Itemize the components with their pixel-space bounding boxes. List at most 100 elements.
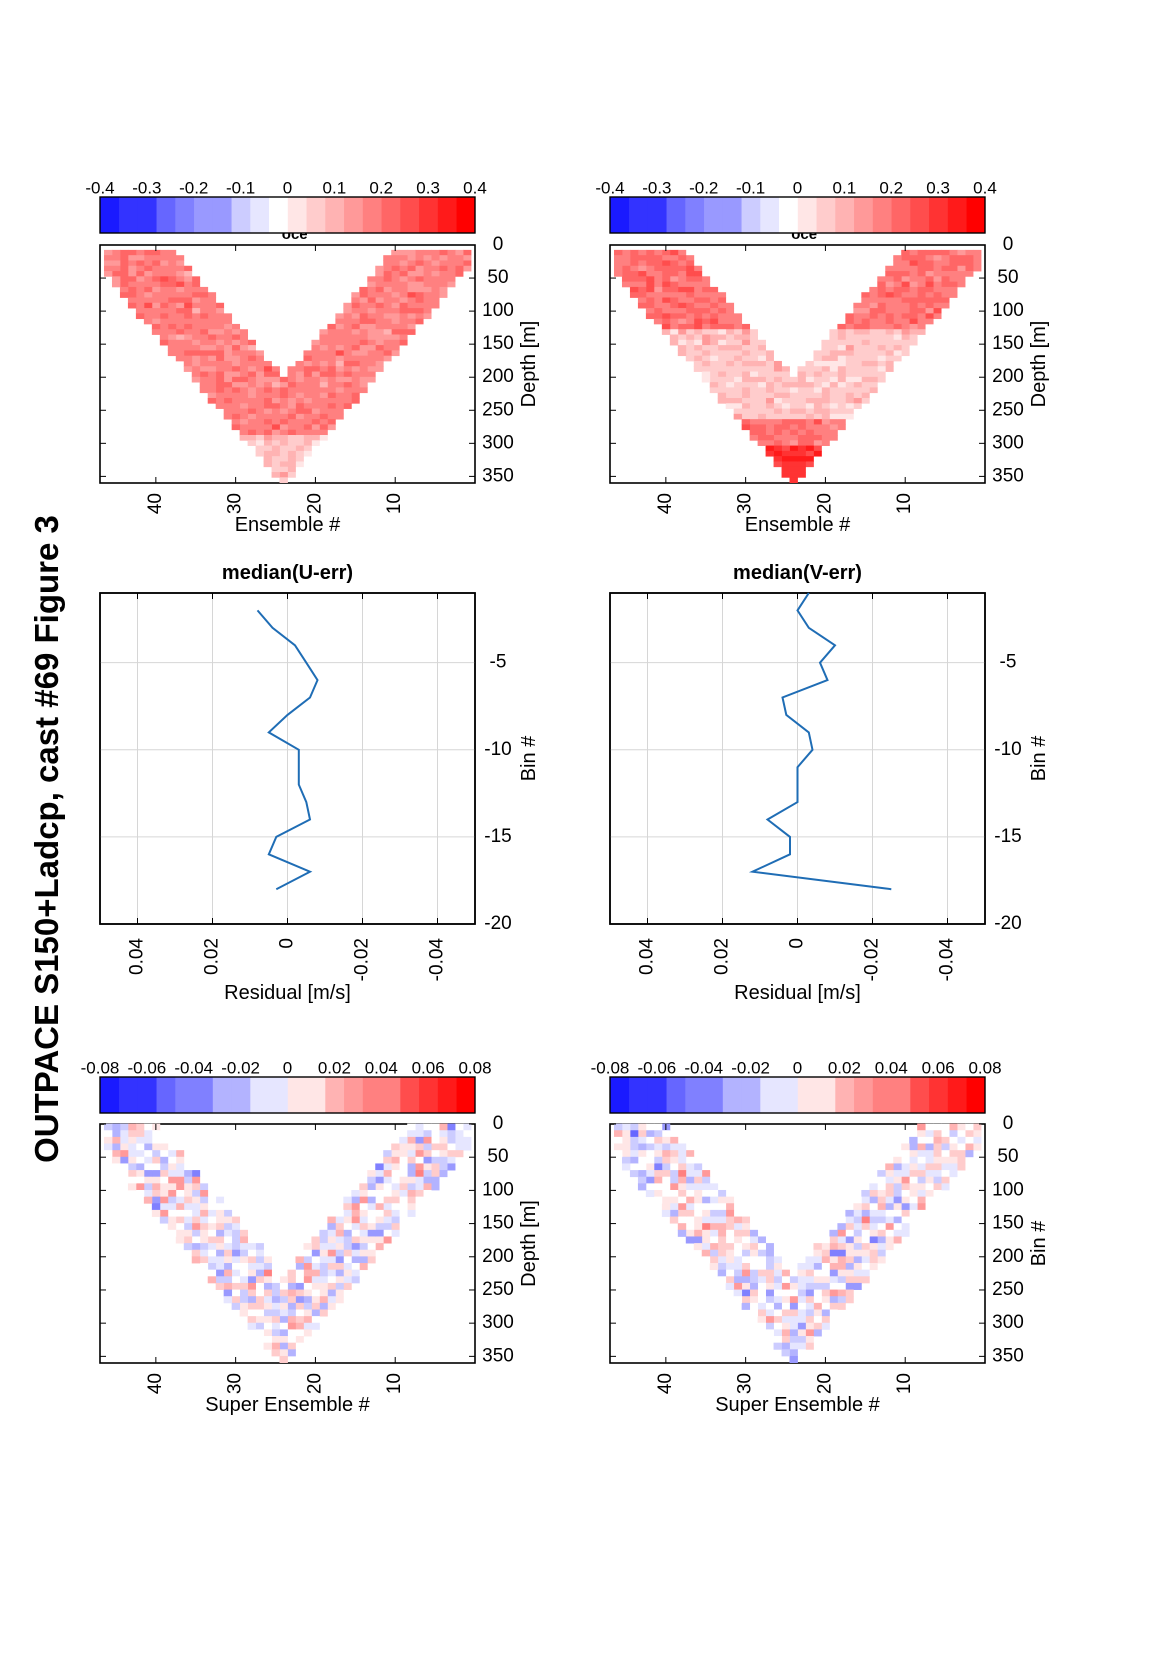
heatmap-cell xyxy=(869,1203,878,1211)
heatmap-cell xyxy=(837,397,846,404)
heatmap-cell xyxy=(279,1309,288,1317)
heatmap-cell xyxy=(375,265,384,272)
heatmap-cell xyxy=(143,1156,153,1164)
heatmap-cell xyxy=(845,1263,854,1271)
heatmap-cell xyxy=(199,1229,209,1237)
heatmap-cell xyxy=(303,1329,312,1337)
heatmap-cell xyxy=(159,308,169,314)
heatmap-cell xyxy=(199,1189,209,1198)
heatmap-cell xyxy=(287,382,296,388)
heatmap-cell xyxy=(263,450,272,457)
colorbar-swatch xyxy=(137,1077,157,1113)
heatmap-cell xyxy=(215,318,225,325)
heatmap-cell xyxy=(287,366,296,372)
heatmap-cell xyxy=(159,1183,169,1191)
u-oce-colorbar-tick-label: -0.3 xyxy=(132,178,161,197)
heatmap-cell xyxy=(295,456,304,462)
heatmap-cell xyxy=(733,318,743,325)
heatmap-cell xyxy=(247,371,256,378)
heatmap-cell xyxy=(941,1176,950,1184)
heatmap-cell xyxy=(773,360,782,367)
heatmap-cell xyxy=(677,1176,687,1184)
heatmap-cell xyxy=(693,360,703,367)
heatmap-cell xyxy=(183,1170,193,1178)
heatmap-cell xyxy=(861,318,870,325)
heatmap-cell xyxy=(957,1150,966,1158)
heatmap-cell xyxy=(415,1189,424,1198)
heatmap-cell xyxy=(383,1209,392,1217)
heatmap-cell xyxy=(973,265,982,272)
heatmap-cell xyxy=(311,366,320,372)
heatmap-cell xyxy=(765,382,774,388)
heatmap-cell xyxy=(375,1176,384,1184)
heatmap-cell xyxy=(279,1349,288,1357)
heatmap-cell xyxy=(749,419,759,425)
heatmap-cell xyxy=(111,1123,121,1131)
heatmap-cell xyxy=(805,376,814,383)
u-oce-ylabel: Depth [m] xyxy=(518,321,540,408)
heatmap-cell xyxy=(957,260,966,267)
heatmap-cell xyxy=(653,1189,663,1198)
heatmap-cell xyxy=(685,1223,695,1231)
heatmap-cell xyxy=(223,355,233,362)
heatmap-cell xyxy=(821,408,830,415)
heatmap-cell xyxy=(629,1163,639,1171)
heatmap-cell xyxy=(183,345,193,351)
heatmap-cell xyxy=(717,345,727,351)
heatmap-cell xyxy=(661,255,671,261)
heatmap-cell xyxy=(239,382,249,388)
heatmap-cell xyxy=(207,397,217,404)
heatmap-cell xyxy=(701,1189,711,1198)
heatmap-cell xyxy=(789,1309,798,1317)
heatmap-cell xyxy=(709,308,719,314)
heatmap-cell xyxy=(359,323,368,330)
heatmap-cell xyxy=(765,1296,774,1304)
heatmap-cell xyxy=(941,271,950,277)
heatmap-cell xyxy=(303,450,312,457)
heatmap-cell xyxy=(669,1216,679,1224)
heatmap-cell xyxy=(391,329,400,335)
heatmap-cell xyxy=(359,329,368,335)
colorbar-swatch xyxy=(910,1077,930,1113)
heatmap-cell xyxy=(191,313,201,320)
heatmap-cell xyxy=(263,397,272,404)
heatmap-cell xyxy=(621,1156,631,1164)
heatmap-cell xyxy=(813,1322,822,1330)
heatmap-cell xyxy=(869,1229,878,1237)
heatmap-cell xyxy=(295,424,304,431)
heatmap-cell xyxy=(295,403,304,409)
heatmap-cell xyxy=(941,265,950,272)
colorbar-swatch xyxy=(100,197,120,233)
heatmap-cell xyxy=(175,339,185,346)
heatmap-cell xyxy=(447,281,456,288)
heatmap-cell xyxy=(271,456,280,462)
heatmap-cell xyxy=(685,1176,695,1184)
heatmap-cell xyxy=(821,1249,830,1257)
colorbar-frame xyxy=(609,1076,986,1114)
heatmap-cell xyxy=(717,376,727,383)
heatmap-cell xyxy=(845,382,854,388)
heatmap-cell xyxy=(199,355,209,362)
heatmap-cell xyxy=(677,1143,687,1151)
heatmap-cell xyxy=(709,313,719,320)
heatmap-cell xyxy=(869,308,878,314)
heatmap-cell xyxy=(629,1170,639,1178)
v-med-xlabel: Residual [m/s] xyxy=(734,982,861,1004)
heatmap-cell xyxy=(375,329,384,335)
heatmap-cell xyxy=(869,1263,878,1271)
heatmap-cell xyxy=(949,1143,958,1151)
heatmap-cell xyxy=(207,1276,217,1284)
heatmap-cell xyxy=(199,1249,209,1257)
heatmap-cell xyxy=(351,329,360,335)
heatmap-cell xyxy=(701,276,711,283)
heatmap-cell xyxy=(941,1183,950,1191)
heatmap-cell xyxy=(869,292,878,298)
heatmap-cell xyxy=(391,1163,400,1171)
heatmap-cell xyxy=(439,1143,448,1151)
heatmap-cell xyxy=(311,1302,320,1310)
heatmap-cell xyxy=(861,1203,870,1211)
heatmap-cell xyxy=(845,376,854,383)
heatmap-cell xyxy=(781,1349,790,1357)
heatmap-cell xyxy=(439,1150,448,1158)
heatmap-cell xyxy=(175,329,185,335)
